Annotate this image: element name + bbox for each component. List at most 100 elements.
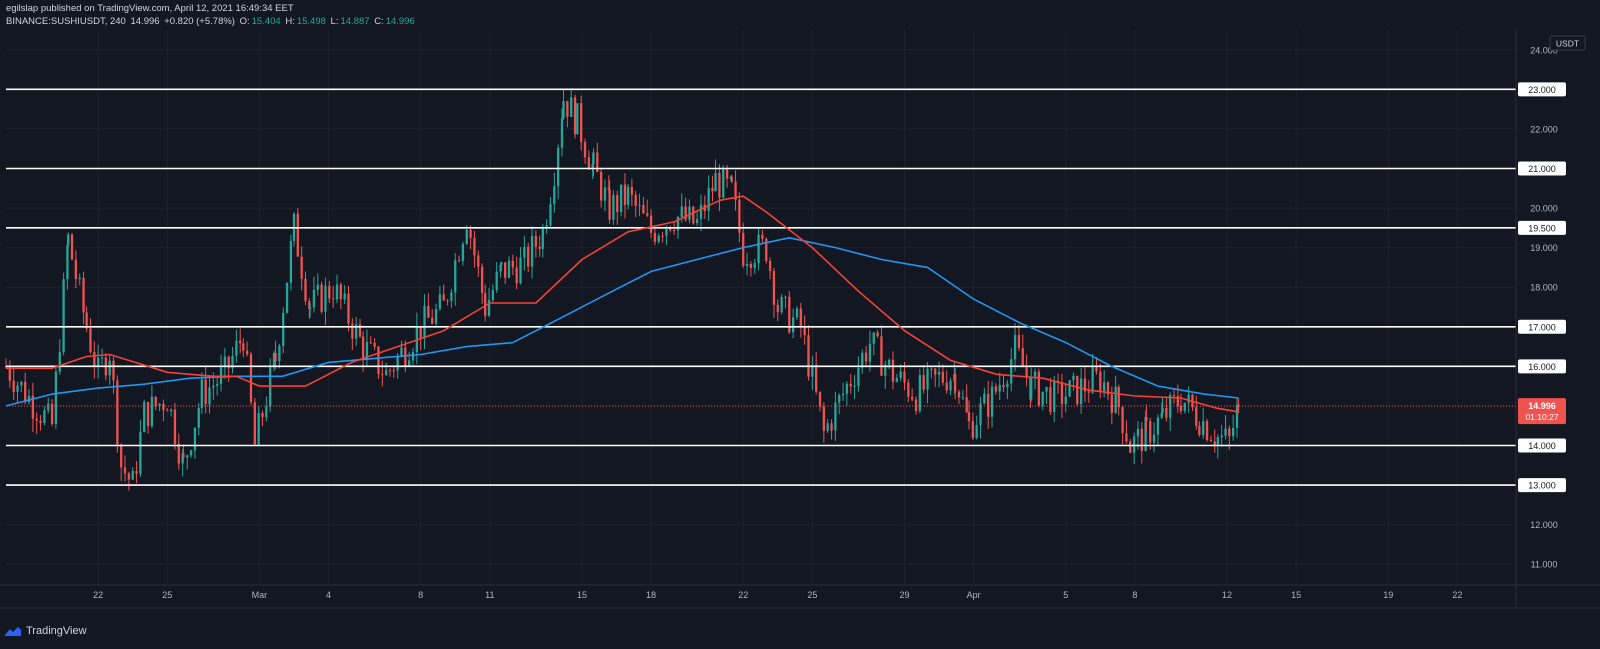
candle-body	[826, 423, 829, 431]
candle-body	[457, 260, 461, 262]
candle-body	[1183, 402, 1186, 412]
x-tick-label: 11	[485, 590, 494, 600]
candle-body	[1129, 441, 1132, 453]
candle-body	[795, 308, 799, 318]
candle-body	[200, 379, 203, 409]
candle-body	[373, 342, 376, 347]
candle-body	[600, 172, 603, 201]
candle-body	[1213, 441, 1216, 446]
candle-body	[150, 396, 154, 427]
candle-body	[308, 301, 311, 309]
candle-body	[780, 296, 783, 313]
current-price-tag[interactable]	[1518, 398, 1566, 425]
time-scale[interactable]: 22 25 Mar 4 8 11 15 18 22 25 29 Apr 5 8 12 15 19 22	[0, 584, 1600, 609]
candle-body	[1037, 371, 1041, 406]
candle-body	[630, 186, 634, 195]
bar-countdown-label: 01:10:27	[1525, 412, 1558, 422]
candle-body	[975, 425, 978, 438]
candle-body	[431, 317, 434, 324]
candle-body	[1030, 376, 1033, 400]
candle-body	[1176, 396, 1180, 407]
candle-body	[450, 292, 453, 301]
candle-body	[123, 467, 127, 474]
candle-body	[186, 455, 189, 458]
candle-body	[208, 387, 211, 405]
candle-body	[235, 340, 238, 356]
candle-body	[289, 241, 293, 283]
candle-body	[838, 395, 841, 403]
candle-body	[616, 195, 619, 213]
candle-body	[484, 293, 487, 316]
high-label: H:	[285, 16, 295, 27]
x-tick-label: 8	[1132, 590, 1137, 600]
y-tick-label: 22.000	[1530, 124, 1558, 134]
candle-body	[541, 228, 544, 249]
price-scale[interactable]: 11.00012.00013.00014.00015.00016.00017.0…	[1515, 30, 1586, 608]
level-price-label: 14.000	[1528, 441, 1556, 451]
tradingview-logo-icon	[5, 627, 21, 636]
candle-body	[12, 380, 15, 392]
candle-body	[1110, 394, 1113, 413]
candle-body	[945, 382, 948, 391]
candle-body	[343, 293, 346, 300]
candle-body	[830, 423, 833, 431]
close-value: 14.996	[385, 16, 415, 27]
candle-body	[695, 219, 699, 224]
candle-body	[265, 406, 268, 418]
candle-body	[857, 367, 860, 386]
candle-body	[97, 357, 100, 367]
candle-body	[419, 325, 422, 339]
candle-body	[384, 370, 388, 376]
symbol-name[interactable]: BINANCE:SUSHIUSDT, 240	[6, 16, 126, 27]
candle-body	[89, 328, 92, 352]
candle-body	[39, 420, 42, 423]
candle-body	[227, 356, 230, 369]
y-tick-label: 20.000	[1530, 204, 1558, 214]
y-tick-label: 18.000	[1530, 283, 1558, 293]
candle-body	[116, 380, 119, 445]
candle-body	[922, 375, 925, 390]
currency-badge[interactable]	[1549, 35, 1586, 51]
horizontal-levels	[6, 88, 1516, 486]
candle-body	[891, 359, 895, 382]
candle-body	[649, 215, 653, 233]
y-tick-label: 11.000	[1531, 560, 1558, 570]
candle-body	[990, 386, 994, 417]
candle-body	[296, 213, 299, 257]
candle-body	[784, 296, 787, 298]
candle-body	[822, 406, 826, 431]
candle-body	[1091, 367, 1094, 393]
candle-body	[1237, 404, 1240, 407]
candle-body	[1209, 440, 1213, 442]
candle-body	[1161, 408, 1164, 413]
candle-body	[967, 412, 971, 422]
candle-body	[903, 371, 906, 383]
candle-body	[538, 246, 541, 249]
candle-body	[549, 204, 552, 226]
candle-body	[1095, 367, 1098, 372]
footer-brand[interactable]: TradingView	[4, 625, 87, 637]
candle-body	[415, 325, 418, 353]
candle-body	[304, 278, 307, 302]
candle-body	[730, 176, 733, 182]
candle-body	[438, 294, 442, 309]
candle-body	[545, 225, 548, 229]
candle-body	[162, 403, 165, 411]
candle-body	[408, 360, 411, 366]
candle-body	[1076, 375, 1079, 405]
candle-body	[204, 379, 207, 405]
candle-body	[872, 332, 875, 344]
chart-header: egilslap published on TradingView.com, A…	[6, 2, 417, 28]
candle-body	[1144, 417, 1147, 452]
candle-body	[1049, 387, 1052, 413]
candle-body	[918, 375, 921, 411]
candle-body	[1053, 380, 1056, 413]
candle-body	[166, 410, 169, 412]
candle-body	[182, 453, 185, 458]
candle-body	[623, 184, 627, 205]
candle-body	[753, 263, 756, 268]
candle-body	[274, 353, 277, 362]
candle-body	[74, 259, 78, 280]
